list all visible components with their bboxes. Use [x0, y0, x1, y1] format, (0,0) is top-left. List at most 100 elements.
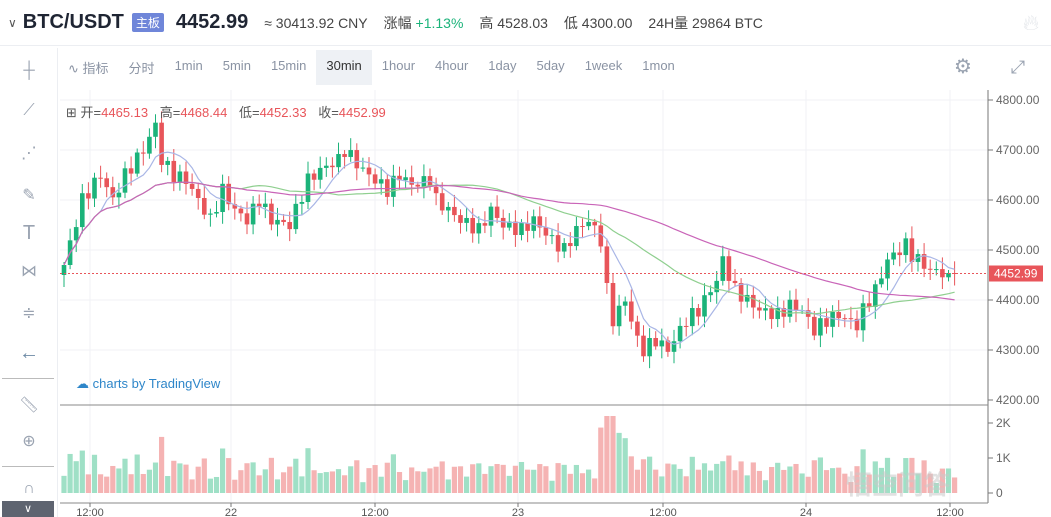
- volume-bar: [366, 468, 372, 493]
- tradingview-link[interactable]: ☁ charts by TradingView: [76, 376, 220, 392]
- volume-bar: [817, 457, 823, 493]
- volume-bar: [586, 469, 592, 493]
- candle-up: [519, 223, 524, 236]
- tab-5day[interactable]: 5day: [536, 57, 565, 73]
- candle-down: [452, 206, 457, 216]
- candle-down: [409, 177, 414, 185]
- candle-down: [433, 186, 439, 194]
- tab-1hour[interactable]: 1hour: [381, 57, 416, 73]
- time-tick-label: 12:00: [361, 507, 389, 517]
- ruler-icon[interactable]: 📏︎: [18, 397, 40, 414]
- volume-bar: [464, 476, 470, 493]
- tab-1mon[interactable]: 1mon: [642, 57, 675, 73]
- volume-bar: [726, 455, 732, 493]
- candle-up: [324, 165, 329, 168]
- volume-bar: [939, 468, 945, 493]
- volume-bar: [518, 461, 525, 493]
- tab-1min[interactable]: 1min: [174, 57, 203, 73]
- crosshair-icon[interactable]: ┼: [23, 62, 35, 79]
- candle-down: [610, 283, 616, 327]
- volume-bar: [531, 469, 537, 493]
- indicator-button[interactable]: ∿ 指标: [58, 50, 119, 85]
- volume-bar: [592, 478, 598, 493]
- tab-4hour[interactable]: 4hour: [435, 57, 469, 73]
- volume-bar: [842, 473, 848, 493]
- candle-up: [818, 318, 823, 336]
- volume-bar: [317, 473, 323, 493]
- candle-down: [732, 280, 738, 284]
- candle-up: [934, 269, 939, 271]
- interval-tabs: 分时 1min 5min 15min 30min 1hour 4hour 1day 5day 1w…: [119, 49, 685, 85]
- brush-icon[interactable]: ✎: [22, 187, 36, 204]
- candle-down: [696, 308, 701, 317]
- expand-down-icon[interactable]: ∨: [2, 501, 54, 517]
- volume-bar: [525, 469, 531, 493]
- branding-text: charts by TradingView: [92, 376, 221, 391]
- volume-bar: [921, 460, 927, 493]
- watermark: 悟空问答: [846, 470, 951, 500]
- volume-bar: [67, 453, 73, 493]
- cny-price: ≈ 30413.92 CNY: [264, 14, 368, 31]
- candle-up: [476, 223, 482, 234]
- indicator-label: 指标: [82, 60, 109, 76]
- volume-bar: [476, 463, 482, 493]
- fullscreen-icon[interactable]: ⤢: [1010, 57, 1026, 77]
- volume-bar: [207, 478, 213, 493]
- pair-name[interactable]: BTC/USDT: [22, 11, 124, 33]
- candle-up: [690, 308, 695, 327]
- volume-bar: [750, 462, 756, 493]
- volume-bar: [622, 438, 628, 493]
- volume-tick-label: 1K: [996, 451, 1011, 465]
- volume-bar: [549, 480, 555, 493]
- candle-up: [946, 273, 951, 278]
- change-label: 涨幅: [383, 14, 412, 31]
- text-icon[interactable]: T: [22, 221, 36, 244]
- tab-分时[interactable]: 分时: [128, 60, 155, 76]
- tab-1week[interactable]: 1week: [584, 57, 623, 73]
- zoom-in-icon[interactable]: ⊕: [22, 433, 36, 450]
- tab-30min[interactable]: 30min: [316, 49, 372, 85]
- chevron-down-icon[interactable]: ∨: [8, 15, 17, 30]
- expand-legend-icon[interactable]: ⊞: [66, 105, 77, 120]
- volume-bar: [811, 460, 817, 493]
- price-tick-label: 4400.00: [996, 293, 1040, 307]
- candle-down: [952, 273, 957, 274]
- settings-gear-icon[interactable]: ⚙: [954, 56, 972, 78]
- candle-up: [671, 341, 677, 352]
- candle-down: [226, 183, 231, 205]
- candle-down: [232, 204, 238, 209]
- back-arrow-icon[interactable]: ←: [19, 341, 39, 364]
- volume-bar: [268, 457, 274, 493]
- candle-down: [848, 318, 854, 320]
- tab-5min[interactable]: 5min: [222, 57, 251, 73]
- pattern-icon[interactable]: ⋈: [21, 263, 37, 280]
- high-value: 4468.44: [180, 105, 228, 120]
- volume-bar: [116, 468, 122, 493]
- volume-bar: [342, 475, 348, 493]
- time-tick-label: 12:00: [649, 507, 677, 517]
- volume-bar: [854, 466, 860, 493]
- candle-up: [720, 256, 726, 281]
- candle-up: [586, 221, 591, 227]
- candle-down: [665, 340, 671, 352]
- volume-bar: [220, 448, 226, 493]
- tab-15min[interactable]: 15min: [270, 57, 307, 73]
- price-tick-label: 4600.00: [996, 193, 1040, 207]
- tab-1day[interactable]: 1day: [488, 57, 517, 73]
- trend-line-icon[interactable]: ⟋: [23, 102, 35, 119]
- candle-down: [592, 221, 597, 226]
- candle-down: [555, 235, 561, 252]
- magnet-icon[interactable]: ∩: [23, 480, 35, 497]
- candle-down: [342, 154, 347, 157]
- volume-bar: [671, 464, 677, 493]
- last-price: 4452.99: [175, 11, 249, 33]
- pitchfork-icon[interactable]: ⋰: [21, 145, 37, 162]
- candle-up: [885, 259, 890, 279]
- high-value: 4528.03: [497, 14, 548, 31]
- candle-up: [122, 168, 128, 193]
- fib-icon[interactable]: ≑: [22, 305, 36, 322]
- volume-bar: [213, 476, 220, 493]
- candle-up: [903, 238, 909, 256]
- volume-bar: [848, 481, 854, 493]
